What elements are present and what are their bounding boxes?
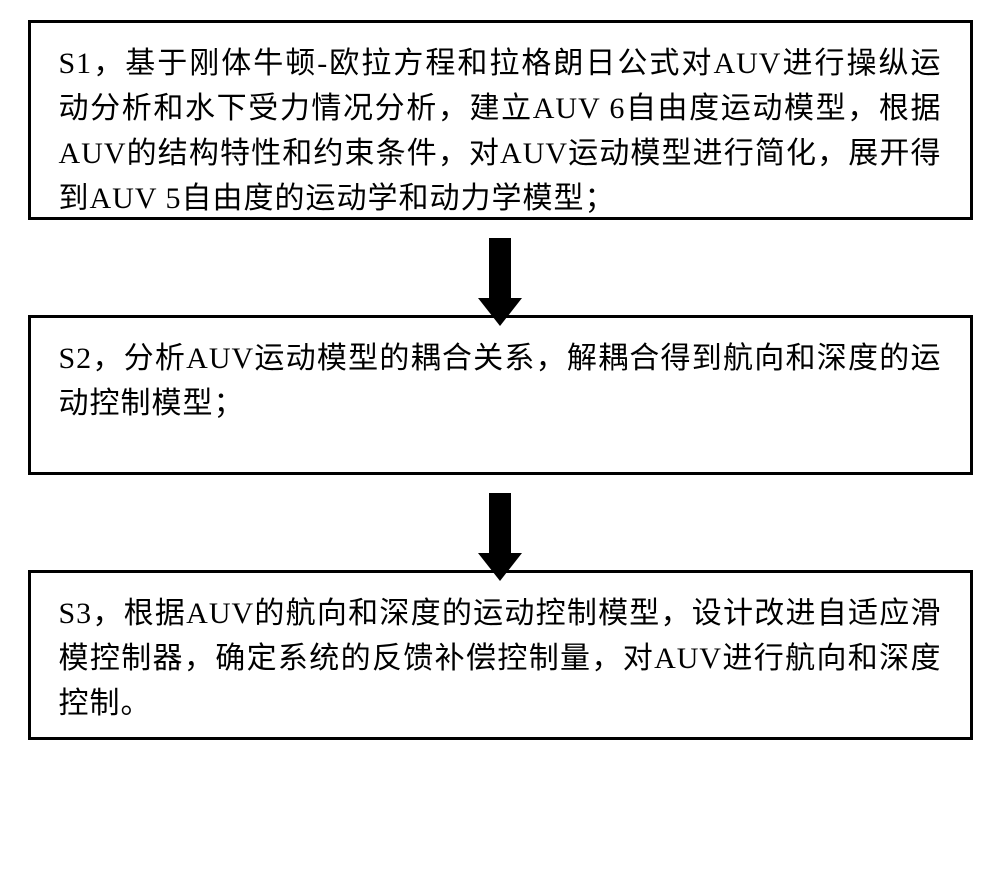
arrow-down-icon [489, 493, 511, 553]
flow-step-s1-text: S1，基于刚体牛顿-欧拉方程和拉格朗日公式对AUV进行操纵运动分析和水下受力情况… [59, 47, 942, 215]
arrow-down-icon [489, 238, 511, 298]
arrow-s2-to-s3 [489, 475, 511, 570]
flow-step-s3: S3，根据AUV的航向和深度的运动控制模型，设计改进自适应滑模控制器，确定系统的… [28, 570, 973, 740]
flow-step-s3-text: S3，根据AUV的航向和深度的运动控制模型，设计改进自适应滑模控制器，确定系统的… [59, 597, 942, 720]
arrow-s1-to-s2 [489, 220, 511, 315]
flow-step-s2: S2，分析AUV运动模型的耦合关系，解耦合得到航向和深度的运动控制模型； [28, 315, 973, 475]
flow-step-s2-text: S2，分析AUV运动模型的耦合关系，解耦合得到航向和深度的运动控制模型； [59, 342, 942, 420]
flow-step-s1: S1，基于刚体牛顿-欧拉方程和拉格朗日公式对AUV进行操纵运动分析和水下受力情况… [28, 20, 973, 220]
